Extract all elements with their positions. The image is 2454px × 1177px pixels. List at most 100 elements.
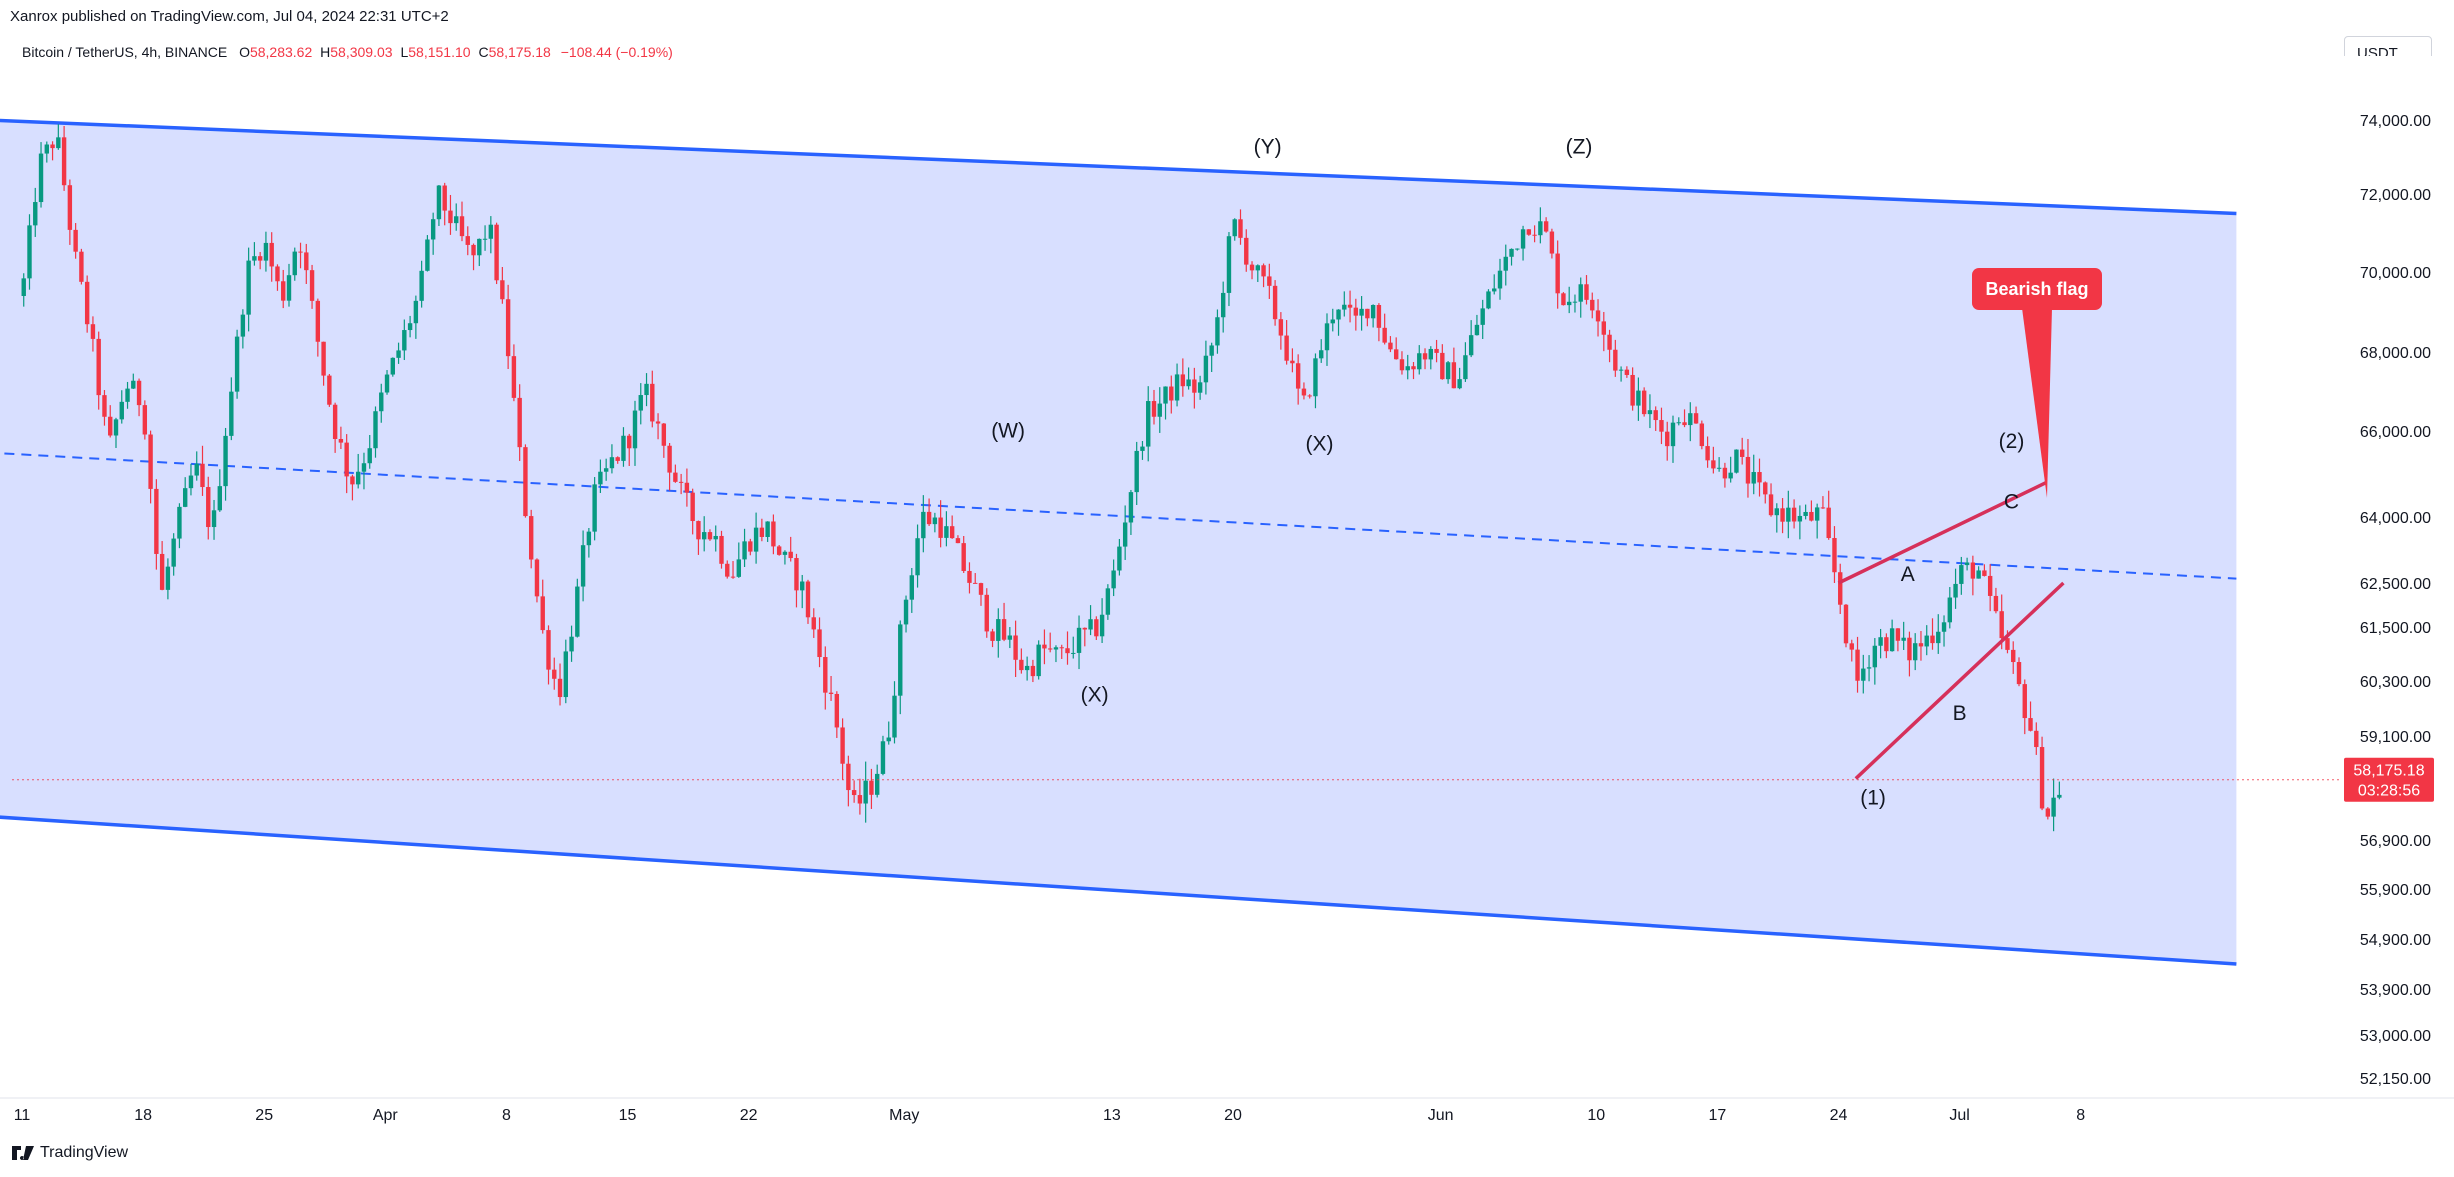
candle-body [263,242,269,261]
ohlc-close: 58,175.18 [488,44,551,60]
candle-body [1572,301,1578,303]
candle-body [1226,236,1232,293]
candle-body [1007,635,1013,640]
candle-body [1122,522,1128,547]
candle-body [1993,595,1999,612]
candle-body [1878,637,1883,646]
candle-body [1105,588,1111,615]
candle-body [1590,299,1595,311]
candle-body [1849,643,1854,650]
callout-text: Bearish flag [1985,279,2088,299]
time-axis-label: 17 [1709,1107,1727,1124]
candle-body [1987,575,1993,596]
candle-body [1866,667,1872,669]
candle-body [102,395,107,417]
candle-body [1094,619,1099,637]
candle-body [275,266,280,282]
candle-body [67,185,73,230]
candle-body [33,202,38,226]
candle-body [332,404,338,439]
candle-body [1930,635,1935,644]
candle-body [1676,422,1681,424]
candle-body [286,275,292,301]
price-axis-label: 59,100.00 [2360,729,2431,746]
candle-body [436,185,442,220]
candle-body [557,678,563,698]
candle-body [523,447,528,517]
candle-body [1492,288,1497,292]
candle-body [327,375,332,405]
wave-label: C [2004,490,2019,513]
candle-body [1019,659,1024,671]
candle-body [246,260,251,315]
candle-body [1486,291,1491,309]
candle-body [1151,401,1157,417]
candle-body [108,416,113,436]
candle-body [1203,355,1209,383]
time-axis[interactable]: 11 18 25 Apr 8 15 22 May 13 20 Jun 10 17 24 Jul 8 [0,1097,2454,1124]
candle-body [211,510,217,528]
candle-body [56,137,61,149]
candle-body [136,380,142,406]
candle-body [1618,369,1624,371]
candle-body [1872,645,1878,668]
candle-body [1699,423,1705,447]
ohlc-close-label: C [478,44,489,60]
candle-body [148,434,153,489]
candle-body [552,669,557,679]
candle-body [2039,747,2045,809]
candle-body [650,383,655,422]
candle-body [961,543,966,571]
candle-body [113,419,119,436]
candle-body [454,216,459,224]
candle-body [1220,292,1226,318]
candle-body [725,563,730,577]
candle-body [1809,511,1814,521]
candle-body [1388,342,1393,350]
candle-body [1313,358,1318,397]
candle-body [96,338,101,396]
candle-body [753,527,759,552]
candle-body [1665,431,1670,447]
candle-body [892,695,897,738]
candle-body [27,225,32,279]
candle-body [938,517,943,538]
candle-body [846,763,851,791]
candle-body [1757,472,1762,483]
candle-body [719,535,724,564]
candle-body [684,482,690,493]
candle-body [1912,643,1918,661]
candle-body [1053,647,1059,650]
candle-body [661,423,667,446]
candle-body [1503,256,1508,271]
candle-body [575,586,580,637]
candle-body [644,383,649,396]
time-axis-label: Jun [1428,1107,1454,1124]
candle-body [949,526,955,539]
publisher-line: Xanrox published on TradingView.com, Jul… [10,8,449,25]
candle-body [944,526,949,538]
wave-label: (X) [1306,432,1334,455]
candle-body [638,395,643,411]
candle-body [1192,379,1197,393]
candle-body [678,481,684,483]
price-axis[interactable]: 74,000.00 72,000.00 70,000.00 68,000.00 66,0… [2342,56,2454,1116]
candle-body [430,219,436,240]
candle-body [1763,482,1768,495]
candle-body [1382,327,1387,343]
candle-body [442,185,447,211]
candle-body [1745,456,1751,484]
symbol-name[interactable]: Bitcoin / TetherUS, 4h, BINANCE [22,44,228,60]
candle-body [1641,390,1647,415]
candle-body [1463,355,1468,380]
candle-body [592,484,597,532]
candle-body [1405,366,1410,371]
candle-body [1861,668,1866,681]
candle-body [465,236,470,245]
tradingview-brand[interactable]: TradingView [12,1144,128,1162]
candle-body [1814,507,1820,521]
candle-body [1232,219,1237,237]
wave-label: B [1953,702,1967,725]
wave-label: (W) [991,419,1025,442]
